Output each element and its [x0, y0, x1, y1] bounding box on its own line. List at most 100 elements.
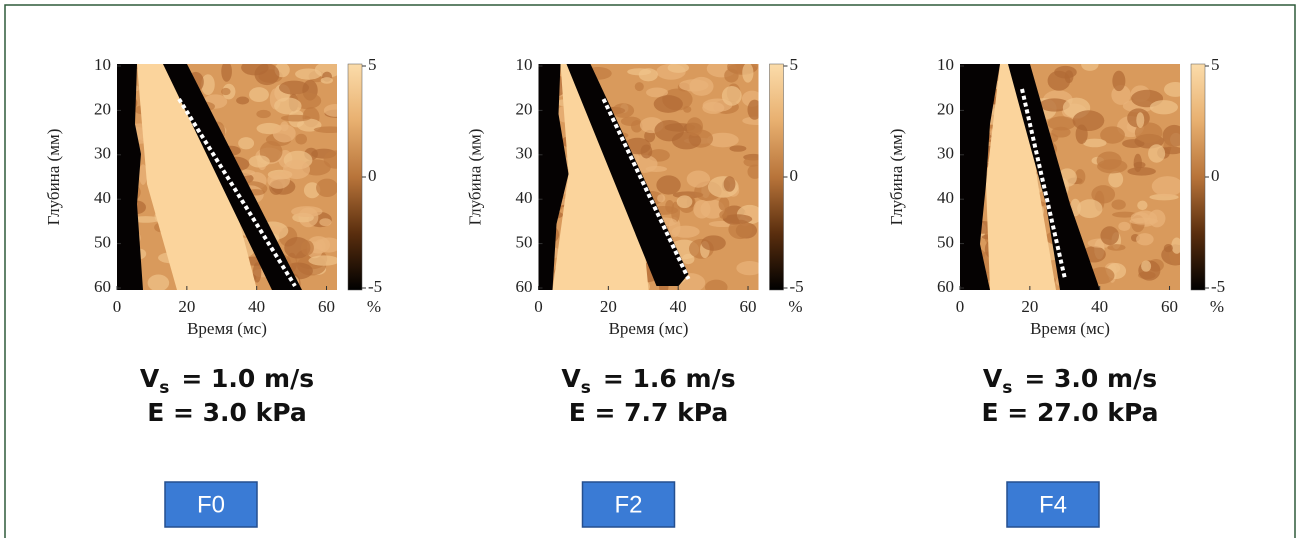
heatmap — [117, 64, 337, 290]
dark-band — [163, 64, 302, 290]
speckle — [656, 175, 681, 195]
speckle — [1100, 226, 1119, 246]
speckle — [721, 86, 742, 106]
speckle — [282, 159, 311, 180]
speckle — [147, 274, 170, 290]
speckle — [220, 87, 231, 96]
speckle — [1129, 217, 1159, 225]
wave-front — [1020, 88, 1067, 280]
x-tick-label: 0 — [113, 297, 122, 316]
panel — [960, 64, 1180, 290]
x-axis-label: Время (мс) — [609, 319, 689, 338]
speckle — [1072, 110, 1105, 132]
speckle — [248, 87, 269, 103]
y-tick-label: 20 — [94, 99, 111, 118]
speckle — [1108, 171, 1124, 188]
speckle — [236, 96, 250, 105]
colorbar-tick-label: -5 — [1211, 277, 1225, 296]
heatmap — [538, 64, 759, 290]
x-tick-label: 40 — [248, 297, 265, 316]
speckle — [742, 64, 754, 83]
speckle — [654, 119, 685, 142]
y-tick-label: 40 — [937, 188, 954, 207]
speckle — [295, 68, 322, 80]
velocity-part: V — [140, 364, 160, 393]
y-tick-label: 50 — [94, 233, 111, 252]
speckle — [272, 124, 296, 143]
speckle — [274, 97, 302, 115]
speckle — [747, 164, 759, 179]
speckle — [1133, 153, 1142, 173]
x-tick-label: 60 — [1161, 297, 1178, 316]
grade-box — [1006, 481, 1100, 528]
x-tick-label: 40 — [1091, 297, 1108, 316]
speckle — [704, 279, 728, 290]
grade-label: F0 — [197, 491, 225, 518]
speckle — [667, 64, 689, 73]
speckle — [256, 109, 271, 119]
speckle — [686, 117, 704, 137]
colorbar-unit: % — [1210, 297, 1224, 316]
speckle — [676, 195, 693, 209]
x-tick-label: 20 — [600, 297, 617, 316]
y-tick-label: 50 — [937, 233, 954, 252]
y-tick-label: 30 — [516, 144, 533, 163]
light-band — [552, 64, 649, 290]
panel — [117, 64, 337, 290]
speckle — [728, 219, 753, 240]
dark-band — [960, 64, 1000, 290]
speckle — [671, 225, 700, 238]
speckle — [657, 194, 666, 203]
y-axis-label: Глубина (мм) — [465, 129, 484, 226]
colorbar-tick-label: 5 — [790, 55, 799, 74]
colorbar-tick-label: -5 — [790, 277, 804, 296]
colorbar-unit: % — [788, 297, 802, 316]
speckle — [747, 99, 759, 120]
dark-band — [538, 64, 569, 290]
speckle — [201, 74, 215, 96]
speckle — [729, 145, 747, 152]
speckle — [1127, 167, 1156, 176]
y-tick-label: 30 — [94, 144, 111, 163]
speckle — [1137, 200, 1148, 211]
speckle — [624, 137, 651, 155]
y-tick-label: 60 — [937, 277, 954, 296]
speckle — [1077, 199, 1103, 219]
wave-front — [177, 97, 297, 288]
speckle — [638, 68, 658, 82]
speckle — [1074, 169, 1086, 185]
wave-front — [601, 98, 691, 280]
light-band — [137, 64, 257, 290]
x-tick-label: 40 — [670, 297, 687, 316]
speckle — [665, 200, 675, 213]
colorbar-tick-label: 0 — [368, 166, 377, 185]
modulus: E = 7.7 kPa — [569, 398, 729, 427]
speckle — [319, 218, 332, 227]
heatmap — [960, 64, 1180, 290]
x-axis-label: Время (мс) — [187, 319, 267, 338]
speckle — [1111, 199, 1126, 210]
y-tick-label: 60 — [94, 277, 111, 296]
y-tick-label: 50 — [516, 233, 533, 252]
colorbar-tick-label: 0 — [790, 166, 799, 185]
y-tick-label: 20 — [516, 99, 533, 118]
y-tick-label: 20 — [937, 99, 954, 118]
speckle — [653, 95, 683, 113]
grade-label: F2 — [614, 491, 642, 518]
speckle — [254, 64, 280, 86]
speckle — [634, 82, 644, 92]
speckle — [291, 206, 323, 217]
speckle — [683, 106, 692, 113]
speckle — [646, 87, 669, 98]
dark-band — [566, 64, 689, 286]
speckle — [743, 157, 759, 167]
x-tick-label: 0 — [534, 297, 543, 316]
grade-box — [581, 481, 676, 528]
speckle — [1112, 211, 1138, 218]
speckle — [1134, 122, 1163, 143]
y-tick-label: 10 — [937, 55, 954, 74]
speckle — [295, 133, 308, 145]
speckle — [139, 164, 148, 185]
velocity: Vs = 1.6 m/s — [561, 364, 735, 398]
colorbar — [769, 63, 784, 291]
